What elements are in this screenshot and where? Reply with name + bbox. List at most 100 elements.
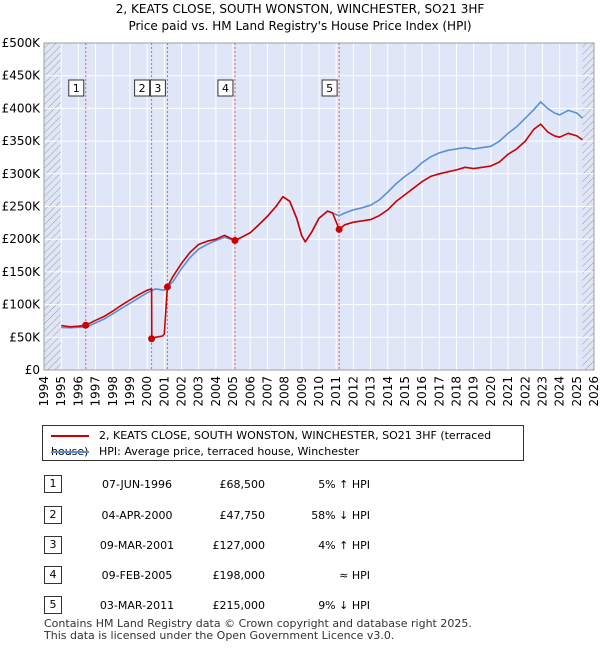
sale-number: 4 — [44, 566, 62, 584]
legend-item-hpi: HPI: Average price, terraced house, Winc… — [51, 444, 359, 460]
x-tick-label: 2005 — [226, 376, 240, 407]
sale-row: 2 04-APR-2000 £47,750 58% ↓ HPI — [0, 506, 600, 528]
x-tick-label: 2015 — [398, 376, 412, 407]
sale-price: £47,750 — [219, 509, 266, 522]
sale-date: 04-APR-2000 — [101, 509, 173, 522]
y-tick-label: £300K — [2, 167, 42, 181]
sale-marker-box — [149, 79, 166, 97]
x-tick-label: 2014 — [381, 376, 395, 407]
sale-marker-box — [134, 79, 151, 97]
y-tick-label: £500K — [2, 36, 42, 50]
sale-date: 09-FEB-2005 — [101, 569, 173, 582]
x-tick-label: 1999 — [123, 376, 137, 407]
chart-title: 2, KEATS CLOSE, SOUTH WONSTON, WINCHESTE… — [116, 2, 485, 16]
sale-marker-number: 2 — [139, 82, 146, 95]
x-tick-label: 2019 — [467, 376, 481, 407]
series-line-property — [61, 123, 583, 340]
sale-marker-number: 5 — [326, 82, 333, 95]
y-tick-label: £400K — [2, 101, 42, 115]
x-tick-label: 1994 — [37, 376, 51, 407]
x-tick-label: 2011 — [329, 376, 343, 407]
sale-row: 4 09-FEB-2005 £198,000 ≈ HPI — [0, 566, 600, 588]
sale-hpi-comparison: 9% ↓ HPI — [318, 599, 370, 612]
sale-date: 07-JUN-1996 — [101, 478, 173, 491]
legend-label-property: 2, KEATS CLOSE, SOUTH WONSTON, WINCHESTE… — [51, 429, 492, 458]
sale-marker-number: 1 — [73, 82, 80, 95]
x-tick-label: 1998 — [106, 376, 120, 407]
legend-swatch-property — [51, 435, 89, 437]
sale-point — [163, 283, 171, 291]
footer: Contains HM Land Registry data © Crown c… — [44, 618, 472, 642]
x-tick-label: 2016 — [415, 376, 429, 407]
x-tick-label: 1996 — [71, 376, 85, 407]
x-tick-label: 2024 — [553, 376, 567, 407]
x-tick-label: 2022 — [518, 376, 532, 407]
legend-label-hpi: HPI: Average price, terraced house, Winc… — [99, 445, 360, 458]
sale-price: £198,000 — [212, 569, 266, 582]
x-tick-label: 2017 — [432, 376, 446, 407]
sale-price: £215,000 — [212, 599, 266, 612]
sale-hpi-comparison: ≈ HPI — [339, 569, 370, 582]
x-tick-label: 2013 — [364, 376, 378, 407]
price-chart: 2, KEATS CLOSE, SOUTH WONSTON, WINCHESTE… — [2, 2, 600, 407]
x-tick-label: 2020 — [484, 376, 498, 407]
chart-legend: 2, KEATS CLOSE, SOUTH WONSTON, WINCHESTE… — [42, 425, 524, 461]
sale-marker-box — [321, 79, 338, 97]
sale-date: 03-MAR-2011 — [99, 599, 175, 612]
sale-marker-label: 2 — [134, 79, 151, 97]
sale-marker-number: 4 — [222, 82, 229, 95]
x-tick-label: 2008 — [278, 376, 292, 407]
x-tick-label: 2012 — [346, 376, 360, 407]
y-tick-label: £150K — [2, 265, 42, 279]
sale-price: £68,500 — [219, 478, 266, 491]
x-tick-label: 1997 — [89, 376, 103, 407]
plot-frame — [43, 42, 595, 371]
sale-number: 2 — [44, 506, 62, 524]
sale-hpi-comparison: 5% ↑ HPI — [318, 478, 370, 491]
sale-marker-label: 1 — [68, 79, 85, 97]
sale-number: 3 — [44, 536, 62, 554]
sale-row: 1 07-JUN-1996 £68,500 5% ↑ HPI — [0, 475, 600, 497]
x-tick-label: 2023 — [535, 376, 549, 407]
sale-marker-box — [68, 79, 85, 97]
sale-marker-label: 5 — [321, 79, 338, 97]
sale-point — [335, 225, 343, 233]
x-tick-label: 1995 — [54, 376, 68, 407]
x-tick-label: 2021 — [501, 376, 515, 407]
y-tick-label: £0 — [25, 363, 40, 377]
sale-marker-number: 3 — [154, 82, 161, 95]
x-tick-label: 2000 — [140, 376, 154, 407]
sale-marker-label: 4 — [217, 79, 234, 97]
sale-point — [82, 321, 90, 329]
sale-point — [148, 335, 156, 343]
x-tick-label: 2009 — [295, 376, 309, 407]
footer-copyright: Contains HM Land Registry data © Crown c… — [44, 617, 472, 630]
x-tick-label: 2018 — [450, 376, 464, 407]
x-tick-label: 2026 — [587, 376, 600, 407]
footer-licence: This data is licensed under the Open Gov… — [44, 629, 395, 642]
sale-price: £127,000 — [212, 539, 266, 552]
sale-hpi-comparison: 58% ↓ HPI — [311, 509, 370, 522]
sale-row: 3 09-MAR-2001 £127,000 4% ↑ HPI — [0, 536, 600, 558]
y-tick-label: £350K — [2, 134, 42, 148]
legend-item-property: 2, KEATS CLOSE, SOUTH WONSTON, WINCHESTE… — [51, 428, 523, 458]
sale-point — [231, 237, 239, 245]
sale-marker-label: 3 — [149, 79, 166, 97]
sale-hpi-comparison: 4% ↑ HPI — [318, 539, 370, 552]
sale-number: 5 — [44, 596, 62, 614]
x-tick-label: 2003 — [192, 376, 206, 407]
chart-subtitle: Price paid vs. HM Land Registry's House … — [128, 19, 471, 33]
x-tick-label: 2025 — [570, 376, 584, 407]
sale-date: 09-MAR-2001 — [99, 539, 175, 552]
x-tick-label: 2002 — [175, 376, 189, 407]
x-tick-label: 2007 — [260, 376, 274, 407]
sale-row: 5 03-MAR-2011 £215,000 9% ↓ HPI — [0, 596, 600, 618]
legend-swatch-hpi — [51, 451, 89, 453]
x-tick-label: 2004 — [209, 376, 223, 407]
y-tick-label: £50K — [9, 330, 41, 344]
x-tick-label: 2001 — [157, 376, 171, 407]
sale-number: 1 — [44, 475, 62, 493]
y-tick-label: £250K — [2, 200, 42, 214]
y-tick-label: £450K — [2, 69, 42, 83]
sale-marker-box — [217, 79, 234, 97]
